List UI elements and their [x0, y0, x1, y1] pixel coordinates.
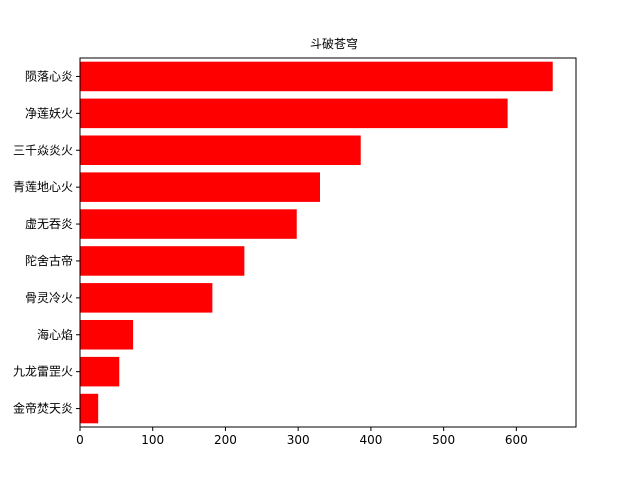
y-tick-label: 骨灵冷火: [25, 291, 73, 305]
bar: [80, 172, 320, 202]
bar: [80, 209, 297, 239]
y-tick-label: 海心焰: [37, 327, 73, 342]
x-tick-label: 600: [505, 433, 528, 447]
y-tick-label: 陀舍古帝: [25, 253, 73, 268]
x-tick-label: 100: [141, 433, 164, 447]
y-tick-label: 金帝焚天炎: [13, 401, 73, 416]
y-tick-label: 陨落心炎: [25, 69, 73, 83]
bars-group: [80, 61, 553, 424]
bar: [80, 61, 553, 92]
y-tick-label: 三千焱炎火: [13, 143, 73, 157]
y-tick-labels: 金帝焚天炎 九龙雷罡火 海心焰 骨灵冷火 陀舍古帝 虚无吞炎 青莲地心火 三千焱炎火 净莲妖火 陨…: [13, 69, 80, 416]
bar: [80, 393, 99, 424]
x-tick-label: 0: [76, 433, 84, 447]
x-tick-label: 500: [432, 433, 455, 447]
chart-title: 斗破苍穹: [310, 36, 358, 51]
y-tick-label: 虚无吞炎: [25, 217, 73, 231]
y-tick-label: 净莲妖火: [25, 106, 73, 120]
bar: [80, 135, 361, 166]
plot-frame: [79, 57, 577, 428]
y-tick-label: 青莲地心火: [13, 180, 73, 194]
x-tick-label: 400: [359, 433, 382, 447]
bar: [80, 98, 508, 129]
bar: [80, 319, 134, 350]
x-axis: 0 100 200 300 400 500 600: [76, 427, 528, 447]
x-tick-label: 200: [214, 433, 237, 447]
bar: [80, 246, 245, 276]
bar: [80, 356, 120, 387]
bar: [80, 283, 213, 313]
x-tick-label: 300: [287, 433, 310, 447]
y-tick-label: 九龙雷罡火: [13, 365, 73, 379]
